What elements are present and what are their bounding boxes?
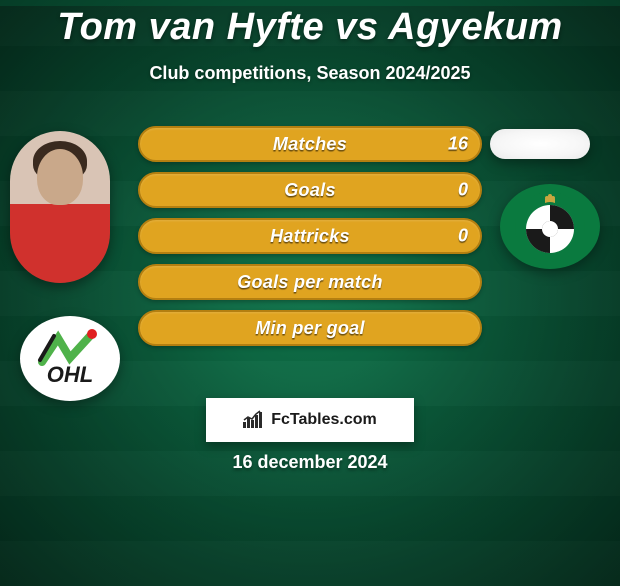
stat-row: Min per goal	[138, 310, 482, 346]
image-date: 16 december 2024	[0, 452, 620, 473]
player1-photo	[10, 131, 110, 283]
stat-rows: Matches 16 Goals 0 Hattricks 0 Goals per match…	[138, 126, 482, 346]
stat-label: Matches	[273, 134, 347, 155]
stat-row: Matches 16	[138, 126, 482, 162]
stat-value-player1: 16	[448, 134, 468, 155]
stat-row: Hattricks 0	[138, 218, 482, 254]
stat-value-player1: 0	[458, 180, 468, 201]
subtitle: Club competitions, Season 2024/2025	[0, 63, 620, 84]
stat-label: Goals per match	[237, 272, 383, 293]
stat-label: Hattricks	[270, 226, 350, 247]
stat-row: Goals per match	[138, 264, 482, 300]
club1-logo: OHL	[20, 316, 120, 401]
stat-value-player1: 0	[458, 226, 468, 247]
watermark: FcTables.com	[206, 398, 414, 442]
stat-label: Goals	[284, 180, 336, 201]
chart-icon	[243, 410, 265, 430]
svg-text:OHL: OHL	[47, 362, 93, 387]
page-title: Tom van Hyfte vs Agyekum	[0, 6, 620, 49]
player2-photo	[490, 129, 590, 159]
watermark-text: FcTables.com	[271, 411, 377, 429]
stat-label: Min per goal	[255, 318, 365, 339]
club2-logo	[500, 184, 600, 269]
stat-row: Goals 0	[138, 172, 482, 208]
